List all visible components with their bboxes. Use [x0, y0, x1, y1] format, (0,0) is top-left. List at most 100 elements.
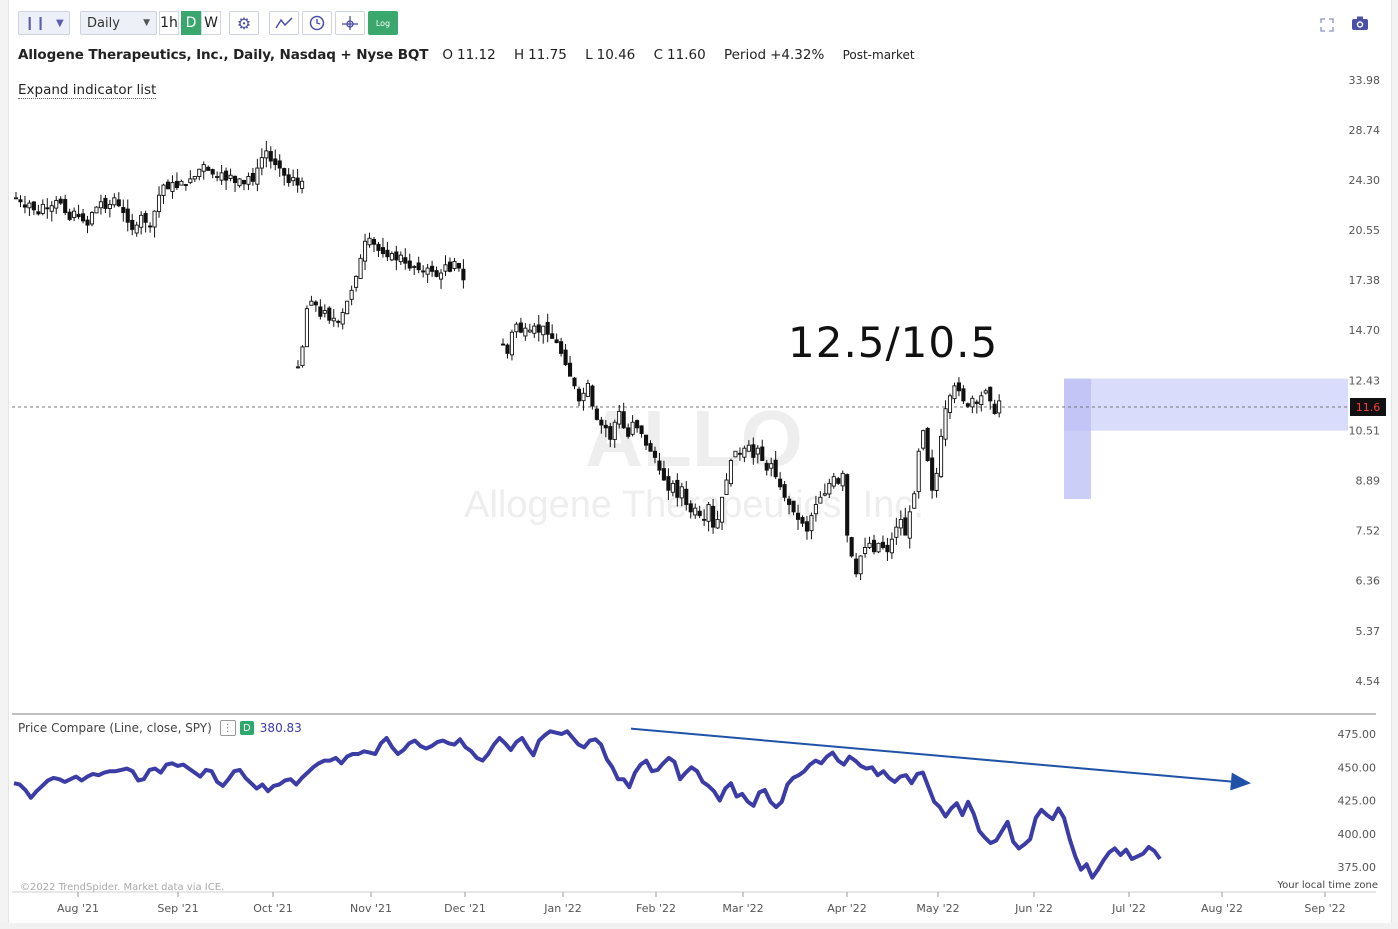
candle [885, 537, 890, 561]
candle [103, 195, 108, 214]
period-value: +4.32% [770, 47, 825, 63]
time-tick-label: Sep '21 [157, 902, 198, 915]
log-label: Log [375, 18, 391, 28]
time-tick-label: Jan '22 [543, 902, 581, 915]
crosshair-button[interactable] [335, 11, 365, 35]
candle [880, 535, 885, 550]
candle [639, 425, 644, 438]
expand-indicator-link[interactable]: Expand indicator list [18, 82, 157, 99]
right-scrollbar[interactable] [1391, 0, 1398, 929]
camera-icon[interactable] [1351, 15, 1369, 31]
candle [345, 300, 350, 315]
timeframe-w[interactable]: W [201, 11, 221, 35]
candle [331, 309, 336, 327]
time-tick-label: Feb '22 [636, 902, 676, 915]
candle [952, 382, 957, 404]
indicator-axis[interactable]: 475.00 450.00 425.00 400.00 375.00 [1338, 728, 1377, 874]
candle [246, 172, 251, 190]
log-scale-button[interactable]: Log [368, 11, 398, 35]
indicator-tick-label: 400.00 [1338, 828, 1377, 841]
candle [179, 179, 184, 186]
candle [336, 319, 341, 328]
candle [751, 437, 756, 465]
fullscreen-icon[interactable] [1320, 17, 1334, 32]
time-tick-label: Sep '22 [1304, 902, 1345, 915]
candle [871, 534, 877, 555]
interval-select[interactable]: Daily ▼ [80, 11, 157, 35]
candle [760, 439, 765, 461]
time-tick-label: Aug '22 [1201, 902, 1243, 915]
candle [943, 400, 948, 447]
price-tick-label: 17.38 [1349, 274, 1381, 287]
candle [438, 269, 444, 289]
time-axis[interactable]: Aug '21 Sep '21 Oct '21 Nov '21 Dec '21 Jan '… [57, 892, 1346, 915]
price-tick-label: 10.51 [1349, 424, 1381, 437]
candle [22, 195, 27, 214]
candle [112, 193, 117, 208]
candle [572, 376, 577, 390]
candle [407, 253, 412, 271]
zone-annotation: 12.5/10.5 [788, 318, 999, 367]
candle [197, 168, 202, 181]
candle [518, 317, 523, 334]
candle [72, 207, 77, 222]
candle [827, 478, 832, 498]
candle [219, 165, 224, 185]
timeframe-d[interactable]: D [181, 11, 201, 35]
candle [509, 329, 514, 361]
chart-header: Allogene Therapeutics, Inc., Daily, Nasd… [18, 47, 915, 63]
price-axis[interactable]: 33.98 28.74 24.30 20.55 17.38 14.70 12.43 10.51… [1349, 74, 1381, 688]
trend-arrow [630, 727, 1251, 791]
candle [309, 295, 314, 306]
time-button[interactable] [302, 11, 332, 35]
indicator-timeframe-badge: D [239, 721, 254, 735]
candle [76, 204, 81, 220]
candle [563, 343, 568, 367]
candle [541, 325, 546, 344]
timeframe-1h[interactable]: 1h [159, 11, 179, 35]
candle [367, 232, 372, 248]
drawing-tool-button[interactable] [269, 11, 299, 35]
time-tick-label: Jul '22 [1111, 902, 1146, 915]
period-label: Period [723, 47, 767, 63]
candle [107, 199, 112, 218]
candle [930, 449, 935, 499]
candle [961, 385, 966, 404]
candle [152, 210, 157, 238]
low-value: 10.46 [596, 47, 636, 63]
candle [291, 169, 296, 187]
candle [67, 208, 72, 222]
candle [201, 161, 206, 180]
candle [421, 265, 426, 278]
candle [80, 208, 86, 224]
chart-type-button[interactable]: ❙❙ ▼ [18, 11, 70, 35]
candle [755, 445, 760, 464]
candle [277, 154, 282, 177]
settings-button[interactable]: ⚙ [229, 11, 259, 35]
bottom-edge [0, 923, 1398, 929]
zone-rect[interactable] [1064, 378, 1348, 431]
candle [456, 262, 461, 272]
candle [679, 482, 684, 507]
candle [706, 501, 711, 532]
candle [40, 199, 45, 216]
candle [652, 446, 658, 464]
candle [684, 481, 689, 511]
spy-polyline [13, 729, 1162, 880]
candle [876, 542, 881, 554]
candle [688, 500, 693, 519]
candle [715, 510, 720, 529]
indicator-tick-label: 425.00 [1338, 795, 1377, 808]
candle [139, 211, 144, 235]
candle [403, 248, 408, 270]
price-tick-label: 12.43 [1349, 374, 1381, 387]
candle [724, 473, 729, 495]
candle [116, 192, 121, 208]
crosshair-icon [342, 16, 358, 30]
candle [769, 457, 774, 477]
symbol-title: Allogene Therapeutics, Inc., Daily, Nasd… [18, 47, 429, 63]
support-zone[interactable] [1064, 378, 1348, 500]
indicator-menu-icon[interactable]: ⋮ [219, 720, 236, 736]
candle [398, 251, 403, 265]
